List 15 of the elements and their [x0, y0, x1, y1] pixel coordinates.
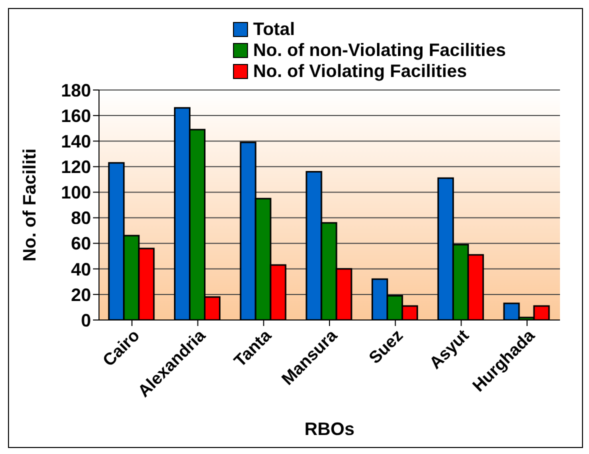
y-tick-label: 80 — [70, 208, 91, 228]
legend-label: No. of Violating Facilities — [253, 61, 467, 82]
x-axis-title: RBOs — [304, 419, 355, 439]
y-tick-label: 40 — [70, 259, 91, 280]
legend-label: Total — [253, 19, 295, 40]
y-tick-label: 100 — [60, 182, 91, 203]
y-tick-label: 20 — [70, 284, 91, 305]
y-tick-label: 140 — [60, 132, 91, 152]
y-tick-label: 180 — [60, 80, 91, 100]
y-tick-label: 160 — [60, 106, 91, 126]
y-tick-label: 60 — [70, 234, 91, 254]
y-tick-label: 0 — [80, 310, 91, 330]
y-axis-title: No. of Faciliti — [19, 148, 40, 262]
y-tick-label: 120 — [60, 157, 91, 178]
legend-label: No. of non-Violating Facilities — [253, 40, 506, 61]
